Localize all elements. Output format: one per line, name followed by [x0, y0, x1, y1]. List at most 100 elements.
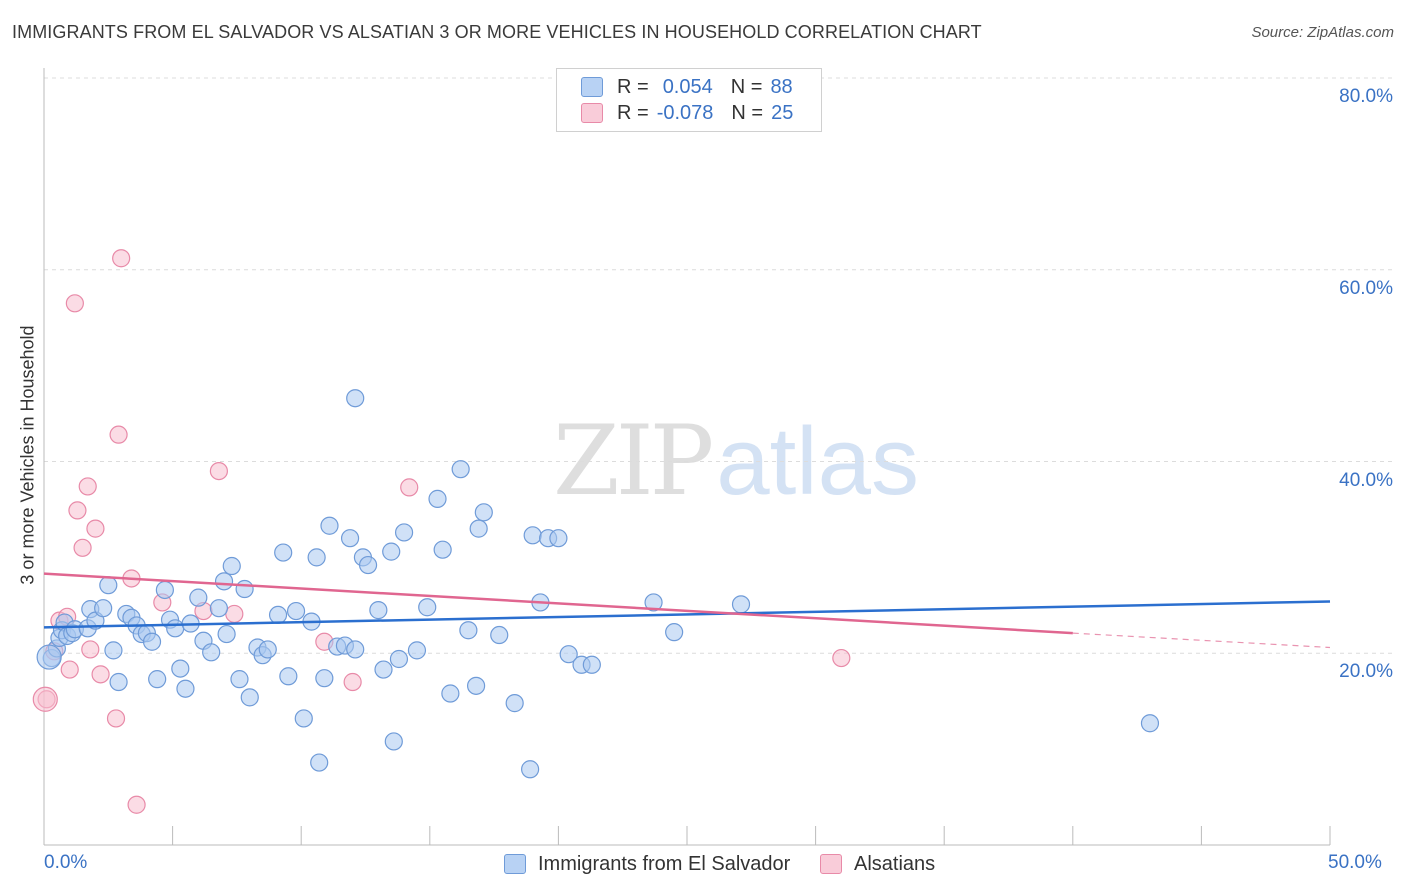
alsatians-point — [832, 648, 851, 668]
el-salvador-point — [258, 640, 277, 659]
el-salvador-point — [382, 542, 401, 561]
el-salvador-point — [469, 519, 488, 538]
el-salvador-point — [166, 619, 185, 638]
y-tick-label: 60.0% — [1339, 277, 1393, 299]
trend-lines — [43, 572, 1331, 649]
y-axis-label: 3 or more Vehicles in Household — [17, 325, 38, 585]
blue-swatch — [581, 77, 603, 97]
el-salvador-point — [731, 595, 751, 614]
el-salvador-point — [109, 672, 128, 692]
el-salvador-trend-line — [43, 600, 1331, 629]
alsatians-point — [78, 477, 97, 496]
el-salvador-point — [466, 676, 486, 695]
x-tick-label-min: 0.0% — [44, 852, 88, 873]
el-salvador-point — [294, 709, 313, 728]
el-salvador-point — [389, 649, 409, 669]
el-salvador-point — [279, 667, 298, 686]
el-salvador-point — [490, 625, 509, 645]
axes — [43, 68, 1331, 846]
el-salvador-point — [1140, 714, 1160, 733]
alsatians-point — [106, 709, 126, 728]
el-salvador-point — [451, 460, 470, 479]
legend-label: Alsatians — [854, 852, 936, 875]
pink-swatch — [581, 103, 603, 123]
el-salvador-point — [104, 641, 123, 660]
y-tick-label: 40.0% — [1339, 469, 1393, 491]
el-salvador-point — [407, 641, 427, 660]
y-tick-label: 20.0% — [1339, 661, 1393, 683]
el-salvador-point — [340, 529, 360, 548]
el-salvador-point — [418, 598, 437, 617]
alsatians-point — [81, 640, 100, 659]
x-tick-label-max: 50.0% — [1328, 852, 1382, 873]
alsatians-trend-extension — [1072, 632, 1331, 649]
alsatians-point — [209, 461, 228, 481]
el-salvador-point — [665, 623, 684, 642]
r-label: R = — [617, 101, 649, 124]
el-salvador-point — [214, 572, 234, 591]
stats-legend: R = 0.054 N = 88 R = -0.078 N = 25 — [556, 68, 822, 132]
alsatians-point — [68, 501, 87, 520]
n-value: 25 — [771, 101, 794, 124]
el-salvador-point — [274, 543, 293, 562]
alsatians-trend-line — [43, 572, 1073, 635]
el-salvador-point — [384, 732, 403, 751]
el-salvador-point — [346, 389, 365, 408]
el-salvador-point — [428, 489, 447, 508]
el-salvador-point — [189, 588, 208, 607]
stats-legend-row-blue: R = 0.054 N = 88 — [581, 74, 793, 100]
el-salvador-point — [217, 624, 236, 644]
alsatians-point — [225, 604, 244, 624]
el-salvador-point — [474, 503, 493, 522]
alsatians-point — [343, 672, 362, 692]
el-salvador-point — [94, 599, 113, 618]
alsatians-point — [400, 478, 419, 497]
el-salvador-point — [394, 523, 414, 542]
alsatians-points — [32, 249, 851, 814]
el-salvador-point — [155, 580, 174, 600]
el-salvador-point — [171, 659, 190, 678]
el-salvador-point — [459, 621, 478, 640]
alsatians-point — [91, 665, 110, 684]
alsatians-point — [112, 249, 131, 268]
el-salvador-point — [559, 645, 578, 664]
r-value: 0.054 — [662, 75, 713, 98]
alsatians-point — [65, 294, 84, 313]
alsatians-point — [73, 538, 92, 557]
el-salvador-point — [268, 605, 288, 625]
el-salvador-point — [320, 516, 339, 535]
el-salvador-point — [142, 632, 162, 651]
el-salvador-point — [176, 679, 195, 698]
stats-legend-row-pink: R = -0.078 N = 25 — [581, 100, 793, 126]
alsatians-point — [60, 660, 79, 679]
el-salvador-point — [286, 601, 306, 621]
el-salvador-point — [202, 643, 221, 662]
el-salvador-point — [644, 593, 663, 612]
alsatians-point — [127, 795, 146, 814]
el-salvador-point — [315, 669, 334, 688]
el-salvador-point — [505, 694, 524, 713]
el-salvador-point — [582, 655, 601, 674]
el-salvador-point — [310, 753, 329, 772]
el-salvador-point — [549, 529, 568, 548]
blue-swatch — [504, 854, 526, 874]
y-tick-label: 80.0% — [1339, 86, 1393, 107]
r-value: -0.078 — [656, 101, 714, 124]
el-salvador-point — [441, 684, 460, 703]
r-label: R = — [617, 75, 649, 98]
source-credit: Source: ZipAtlas.com — [1251, 24, 1394, 41]
grid-lines — [44, 77, 1392, 654]
legend-item-el-salvador: Immigrants from El Salvador — [504, 850, 790, 878]
el-salvador-point — [374, 660, 393, 679]
el-salvador-point — [346, 640, 365, 659]
el-salvador-point — [99, 576, 118, 595]
el-salvador-point — [209, 599, 228, 618]
chart-title: IMMIGRANTS FROM EL SALVADOR VS ALSATIAN … — [12, 22, 982, 42]
el-salvador-point — [521, 760, 540, 779]
el-salvador-point — [235, 579, 254, 599]
n-value: 88 — [770, 75, 793, 98]
el-salvador-point — [148, 670, 167, 689]
el-salvador-point — [230, 670, 249, 689]
alsatians-point — [109, 425, 128, 444]
